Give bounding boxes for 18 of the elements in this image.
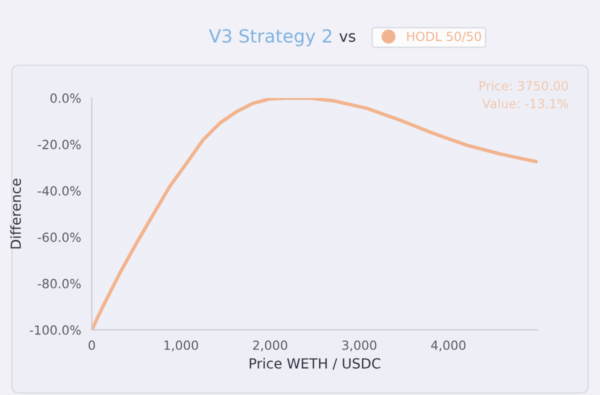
annotation: Value: -13.1%: [482, 98, 568, 108]
x-tick-label: 0: [88, 340, 95, 350]
y-tick-label: -60.0%: [38, 232, 81, 242]
chart-title: V3 Strategy 2: [208, 29, 332, 46]
x-axis-title: Price WETH / USDC: [250, 358, 380, 370]
y-tick-label: -40.0%: [38, 186, 81, 196]
y-tick-label: -100.0%: [30, 325, 81, 335]
x-tick-label: 4,000: [431, 340, 466, 352]
x-tick-label: 1,000: [164, 340, 198, 352]
x-tick-label: 3,000: [342, 340, 376, 352]
y-axis-title: Difference: [10, 178, 21, 248]
y-tick-label: 0.0%: [50, 93, 81, 103]
legend-label: HODL 50/50: [407, 32, 481, 42]
text: Price: 3750.00: [480, 80, 568, 91]
y-tick-label: -80.0%: [38, 278, 81, 288]
x-tick-label: 2,000: [253, 340, 288, 352]
y-tick-label: -20.0%: [38, 140, 81, 150]
chart-subtitle: vs: [339, 33, 356, 42]
